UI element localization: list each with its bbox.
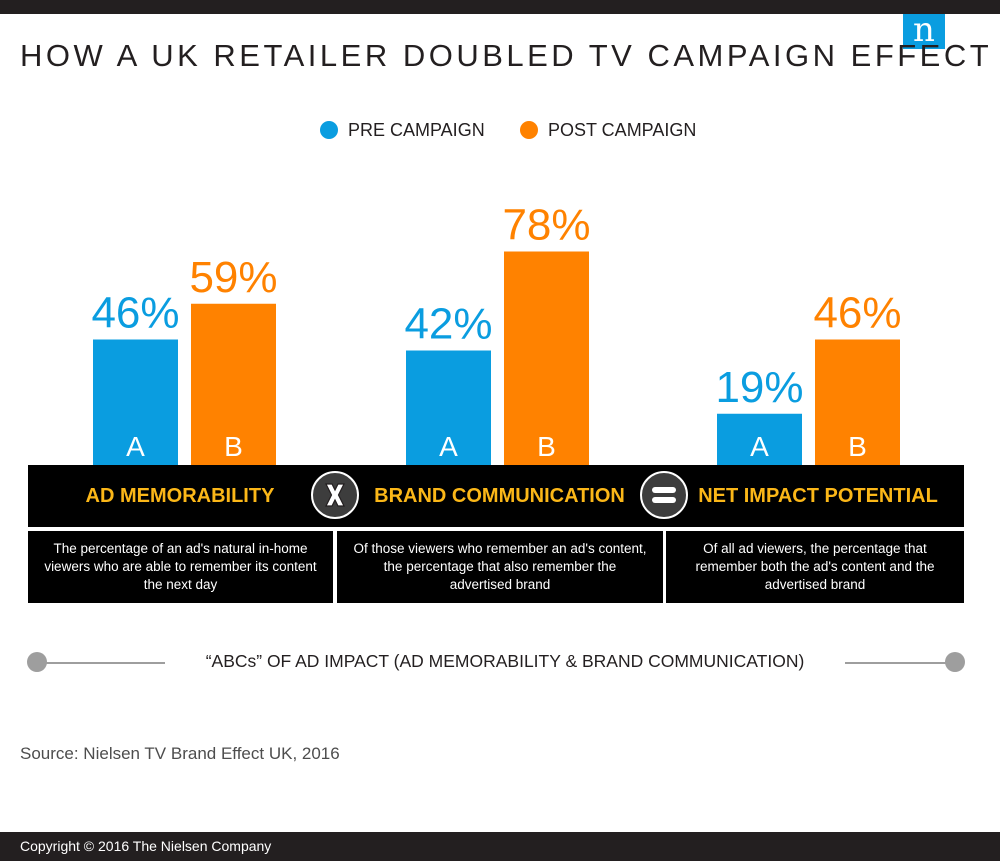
multiply-glyph [325,483,345,507]
section-header-net-impact-potential: NET IMPACT POTENTIAL [698,485,938,507]
multiply-icon [311,471,359,519]
legend-swatch-pre-campaign [320,121,338,139]
data-label-net-impact-potential-post-campaign: 46% [813,289,901,338]
footer-bar: Copyright © 2016 The Nielsen Company [0,832,1000,861]
copyright-text: Copyright © 2016 The Nielsen Company [20,838,272,854]
bar-net-impact-potential-post-campaign [815,339,900,466]
data-label-ad-memorability-pre-campaign: 46% [91,289,179,338]
bar-net-impact-potential-pre-campaign [717,413,802,466]
bar-letter-net-impact-potential-post-campaign: B [848,431,867,462]
equals-icon [640,471,688,519]
description-net-impact-potential: Of all ad viewers, the percentage that r… [666,531,964,603]
data-label-brand-communication-pre-campaign: 42% [404,300,492,349]
section-header-strip [28,465,964,527]
abc-caption: “ABCs” OF AD IMPACT (AD MEMORABILITY & B… [205,651,805,671]
data-label-brand-communication-post-campaign: 78% [502,201,590,250]
data-label-ad-memorability-post-campaign: 59% [189,253,277,302]
bar-chart: A 46% B 59% A 42% B 78% A 19% B 46% [91,201,902,466]
legend-item-pre-campaign: PRE CAMPAIGN [320,118,485,142]
description-brand-communication: Of those viewers who remember an ad's co… [337,531,663,603]
source-note: Source: Nielsen TV Brand Effect UK, 2016 [20,744,340,763]
bar-letter-ad-memorability-post-campaign: B [224,431,243,462]
top-bar [0,0,1000,14]
caption-left-line [37,662,165,664]
description-ad-memorability: The percentage of an ad's natural in-hom… [28,531,333,603]
bar-ad-memorability-pre-campaign [93,339,178,466]
bar-letter-brand-communication-post-campaign: B [537,431,556,462]
nielsen-logo: n [903,13,945,49]
bar-brand-communication-pre-campaign [406,350,491,466]
caption-right-line [845,662,955,664]
caption-right-dot [945,652,965,672]
bar-letter-net-impact-potential-pre-campaign: A [750,431,769,462]
section-header-brand-communication: BRAND COMMUNICATION [374,485,625,507]
section-header-ad-memorability: AD MEMORABILITY [85,485,275,507]
legend-item-post-campaign: POST CAMPAIGN [520,118,696,142]
bar-ad-memorability-post-campaign [191,303,276,466]
chart-title: HOW A UK RETAILER DOUBLED TV CAMPAIGN EF… [20,38,993,73]
bar-letter-ad-memorability-pre-campaign: A [126,431,145,462]
bar-brand-communication-post-campaign [504,251,589,466]
legend-swatch-post-campaign [520,121,538,139]
legend-label-post-campaign: POST CAMPAIGN [548,119,697,140]
legend: PRE CAMPAIGN POST CAMPAIGN [0,118,1000,142]
equals-glyph [652,487,676,503]
data-label-net-impact-potential-pre-campaign: 19% [715,363,803,412]
bar-letter-brand-communication-pre-campaign: A [439,431,458,462]
legend-label-pre-campaign: PRE CAMPAIGN [348,119,485,140]
